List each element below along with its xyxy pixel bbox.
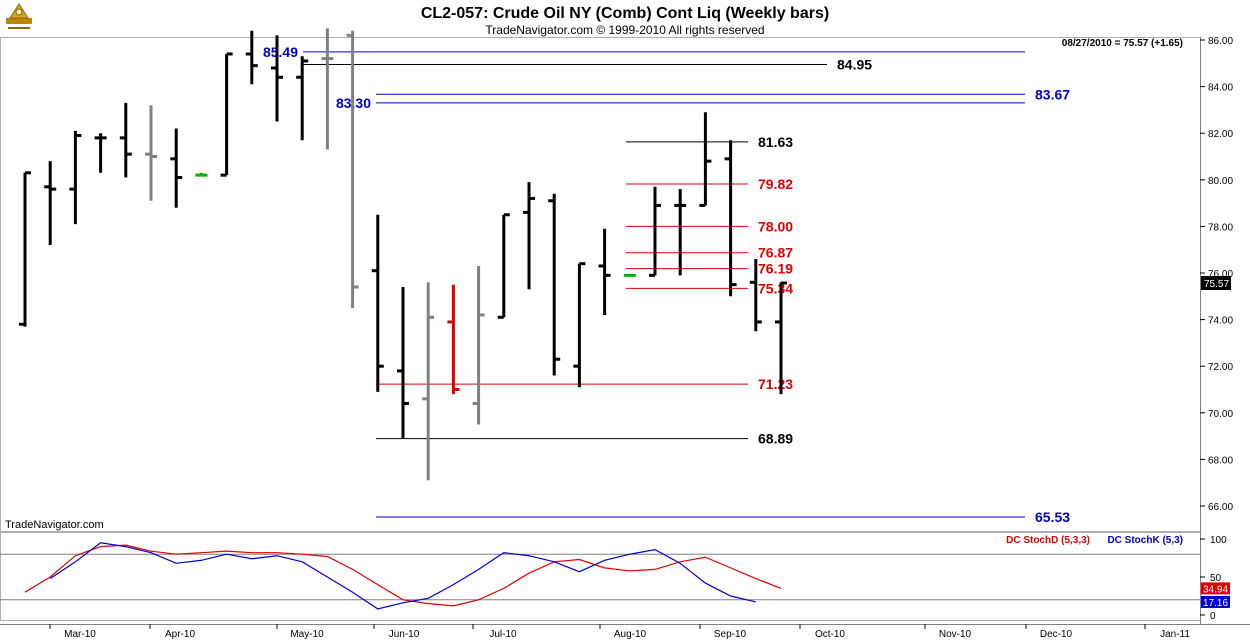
y-tick-label: 82.00 [1208,129,1233,140]
level-label: 71.23 [758,376,793,392]
osc-tick-label: 100 [1210,535,1227,546]
y-tick-label: 70.00 [1208,409,1233,420]
ohlc-bar [371,214,384,392]
last-quote-text: 08/27/2010 = 75.57 (+1.65) [1062,38,1183,49]
ohlc-bar [397,286,409,439]
level-label: 78.00 [758,218,793,234]
time-axis: Mar-10 Apr-10 May-10 Jun-10 Jul-10 Aug-10 Sep-… [49,624,1190,640]
ohlc-bar [195,172,208,177]
osc-tick-label: 50 [1210,573,1222,584]
y-tick-label: 80.00 [1208,176,1233,187]
ohlc-bar [497,213,510,319]
x-tick-label: Jun-10 [389,629,420,640]
ohlc-bar [220,52,233,177]
oscillator-value-box [1201,582,1230,595]
ohlc-bar [598,228,611,315]
ohlc-bar [271,35,283,122]
x-tick-label: May-10 [290,629,324,640]
x-tick-label: Oct-10 [815,629,845,640]
price-panel-frame [0,37,1201,532]
y-tick-label: 78.00 [1208,222,1233,233]
y-tick-label: 72.00 [1208,362,1233,373]
level-label: 83.67 [1035,86,1070,102]
chart-title: CL2-057: Crude Oil NY (Comb) Cont Liq (W… [421,5,829,22]
ohlc-bar [548,193,561,376]
copyright-text: TradeNavigator.com © 1999-2010 All right… [485,23,764,37]
x-tick-label: Sep-10 [714,629,747,640]
stochastic-oscillator: 100 50 0 34.94 17.16 DC StochD (5,3,3) DC Stoc… [0,535,1230,622]
x-tick-label: Apr-10 [165,629,195,640]
support-resistance-levels: 85.4984.9583.6783.3081.6379.8278.0076.87… [263,44,1070,525]
x-tick-label: Nov-10 [939,629,972,640]
ohlc-bar [19,171,31,327]
ohlc-bar [346,30,359,308]
ohlc-bar [245,30,258,85]
x-tick-label: Jan-11 [1160,629,1190,640]
ohlc-bar [321,28,334,150]
oscillator-value-box [1201,595,1230,608]
ohlc-bar [674,189,687,276]
ohlc-bar [724,140,737,297]
y-tick-label: 76.00 [1208,269,1233,280]
y-tick-label: 74.00 [1208,316,1233,327]
ohlc-bar [749,259,762,332]
ohlc-bar [170,128,183,208]
y-tick-label: 68.00 [1208,455,1233,466]
ohlc-bar [119,102,132,178]
current-price-box [1201,276,1231,291]
x-tick-label: Dec-10 [1040,629,1073,640]
level-label: 84.95 [837,56,872,72]
ohlc-bar [145,105,157,201]
ohlc-bar [775,281,787,395]
ohlc-bar [699,112,712,207]
level-label: 68.89 [758,431,793,447]
x-tick-label: Mar-10 [64,629,96,640]
osc-tick-label: 0 [1210,611,1216,622]
ohlc-bar [447,284,460,395]
level-label: 79.82 [758,176,793,192]
ohlc-bar [69,130,82,225]
oscillator-value-label: 34.94 [1203,584,1228,595]
y-tick-label: 66.00 [1208,502,1233,513]
x-tick-label: Jul-10 [489,629,517,640]
ohlc-bar [44,161,57,246]
ohlc-bar [573,262,586,388]
ohlc-bar [649,186,661,277]
ohlc-bar [94,133,107,173]
level-label: 81.63 [758,134,793,150]
level-label: 75.34 [758,280,793,296]
y-tick-label: 86.00 [1208,36,1233,47]
y-tick-label: 84.00 [1208,83,1233,94]
ohlc-bar [296,56,309,141]
x-tick-label: Aug-10 [614,629,647,640]
oscillator-value-label: 17.16 [1203,598,1228,609]
ohlc-bar [422,282,435,481]
oscillator-series-line [49,542,756,610]
level-label: 85.49 [263,44,298,60]
oscillator-series-line [24,544,782,607]
level-label: 65.53 [1035,509,1070,525]
ohlc-bar [472,266,485,425]
price-axis: 86.00 84.00 82.00 80.00 78.00 76.00 74.00 72.00… [1200,36,1233,513]
current-price-label: 75.57 [1204,279,1229,290]
price-bars [19,28,787,481]
watermark-text: TradeNavigator.com [5,519,104,531]
legend-entry: DC StochK (5,3) [1107,535,1183,546]
ship-helm-icon [6,3,32,29]
ohlc-bar [523,182,535,290]
legend-entry: DC StochD (5,3,3) [1006,535,1090,546]
level-label: 76.19 [758,261,793,277]
level-label: 76.87 [758,245,793,261]
